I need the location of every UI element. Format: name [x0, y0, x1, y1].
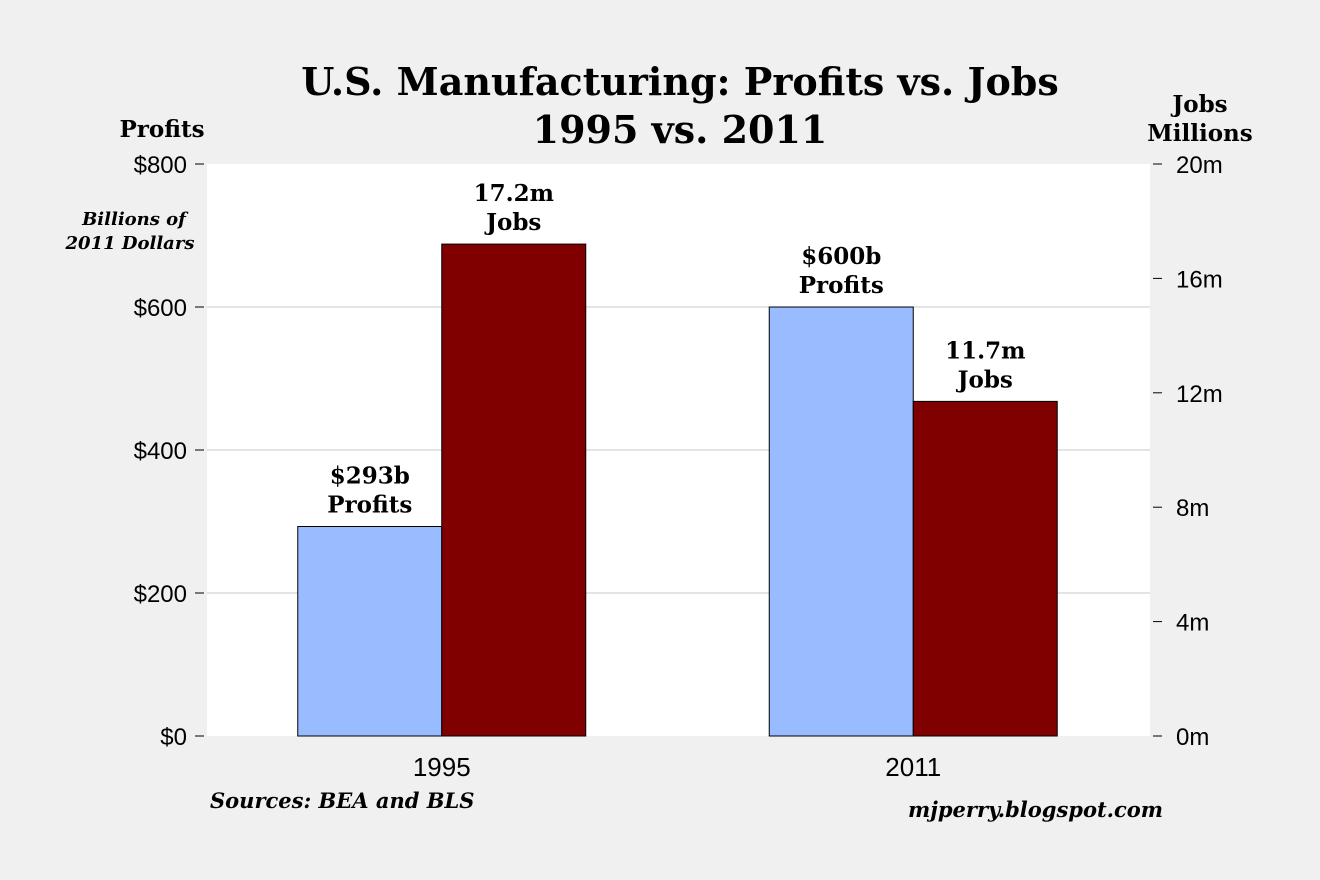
left-axis-title: Profits [119, 116, 204, 143]
credit-note: mjperry.blogspot.com [908, 797, 1163, 822]
data-label-value: 11.7m [945, 337, 1025, 364]
data-label-value: $293b [330, 463, 410, 490]
left-tick-label: $400 [134, 438, 187, 465]
bar-profits-2011 [768, 306, 914, 737]
right-tick-label: 0m [1176, 724, 1209, 751]
chart-subtitle: 1995 vs. 2011 [533, 107, 828, 152]
data-label-series: Profits [327, 492, 412, 519]
bar-jobs-1995 [441, 243, 587, 737]
x-tick-label: 1995 [413, 752, 471, 782]
x-tick-label: 2011 [885, 752, 941, 782]
left-axis-unit-line2: 2011 Dollars [65, 233, 195, 254]
chart-title: U.S. Manufacturing: Profits vs. Jobs [301, 59, 1059, 104]
data-label-series: Profits [799, 272, 884, 299]
right-tick-label: 8m [1176, 495, 1209, 522]
right-tick-label: 12m [1176, 381, 1223, 408]
left-tick-label: $200 [134, 581, 187, 608]
data-label-value: 17.2m [474, 180, 554, 207]
data-label-series: Jobs [484, 209, 541, 236]
right-axis-title-line2: Millions [1147, 120, 1252, 147]
data-label-series: Jobs [956, 366, 1013, 393]
left-axis-unit-line1: Billions of [81, 209, 189, 230]
bar-jobs-2011 [912, 400, 1058, 737]
data-label-value: $600b [801, 243, 881, 270]
source-note: Sources: BEA and BLS [210, 788, 474, 813]
left-tick-label: $600 [134, 295, 187, 322]
right-tick-label: 16m [1176, 266, 1223, 293]
right-axis-title-line1: Jobs [1170, 91, 1227, 118]
left-tick-label: $0 [160, 724, 187, 751]
right-tick-label: 20m [1176, 152, 1223, 179]
bar-profits-1995 [297, 526, 443, 737]
left-tick-label: $800 [134, 152, 187, 179]
right-tick-label: 4m [1176, 610, 1209, 637]
